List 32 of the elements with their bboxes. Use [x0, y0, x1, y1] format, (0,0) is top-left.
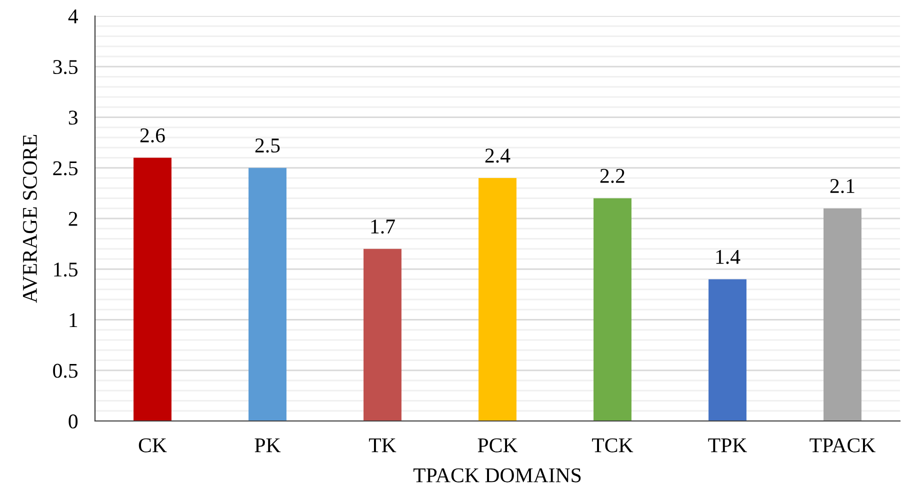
x-tick-label: TK	[368, 438, 396, 452]
data-label: 2.1	[830, 179, 854, 194]
data-label: 2.5	[255, 138, 280, 153]
bar	[134, 158, 172, 421]
bar	[708, 279, 746, 421]
bar	[248, 168, 286, 421]
x-tick-label: TCK	[592, 438, 634, 452]
x-tick-label: PCK	[478, 438, 518, 452]
x-tick-label: CK	[138, 438, 167, 452]
y-tick-label: 3.5	[53, 60, 78, 74]
data-label: 2.2	[600, 168, 624, 183]
bar	[824, 208, 862, 421]
y-tick-label: 1.5	[54, 262, 78, 277]
x-tick-label: PK	[254, 438, 281, 452]
data-label: 1.7	[371, 220, 395, 234]
y-tick-label: 2	[68, 212, 78, 226]
data-label: 2.6	[140, 128, 165, 142]
y-tick-label: 2.5	[53, 161, 78, 176]
y-tick-label: 4	[68, 10, 78, 24]
data-label: 1.4	[716, 250, 740, 264]
y-tick-label: 0	[68, 414, 78, 428]
x-tick-label: TPACK	[810, 438, 876, 452]
y-axis-title: AVERAGE SCORE	[22, 134, 38, 303]
y-tick-label: 0.5	[53, 364, 78, 378]
bar	[594, 198, 632, 421]
data-label: 2.4	[485, 148, 510, 163]
bar	[364, 248, 402, 421]
y-tick-label: 3	[68, 110, 78, 125]
x-axis-title: TPACK DOMAINS	[413, 468, 581, 482]
x-tick-label: TPK	[708, 438, 747, 452]
bar	[478, 178, 516, 421]
y-tick-label: 1	[70, 313, 78, 327]
